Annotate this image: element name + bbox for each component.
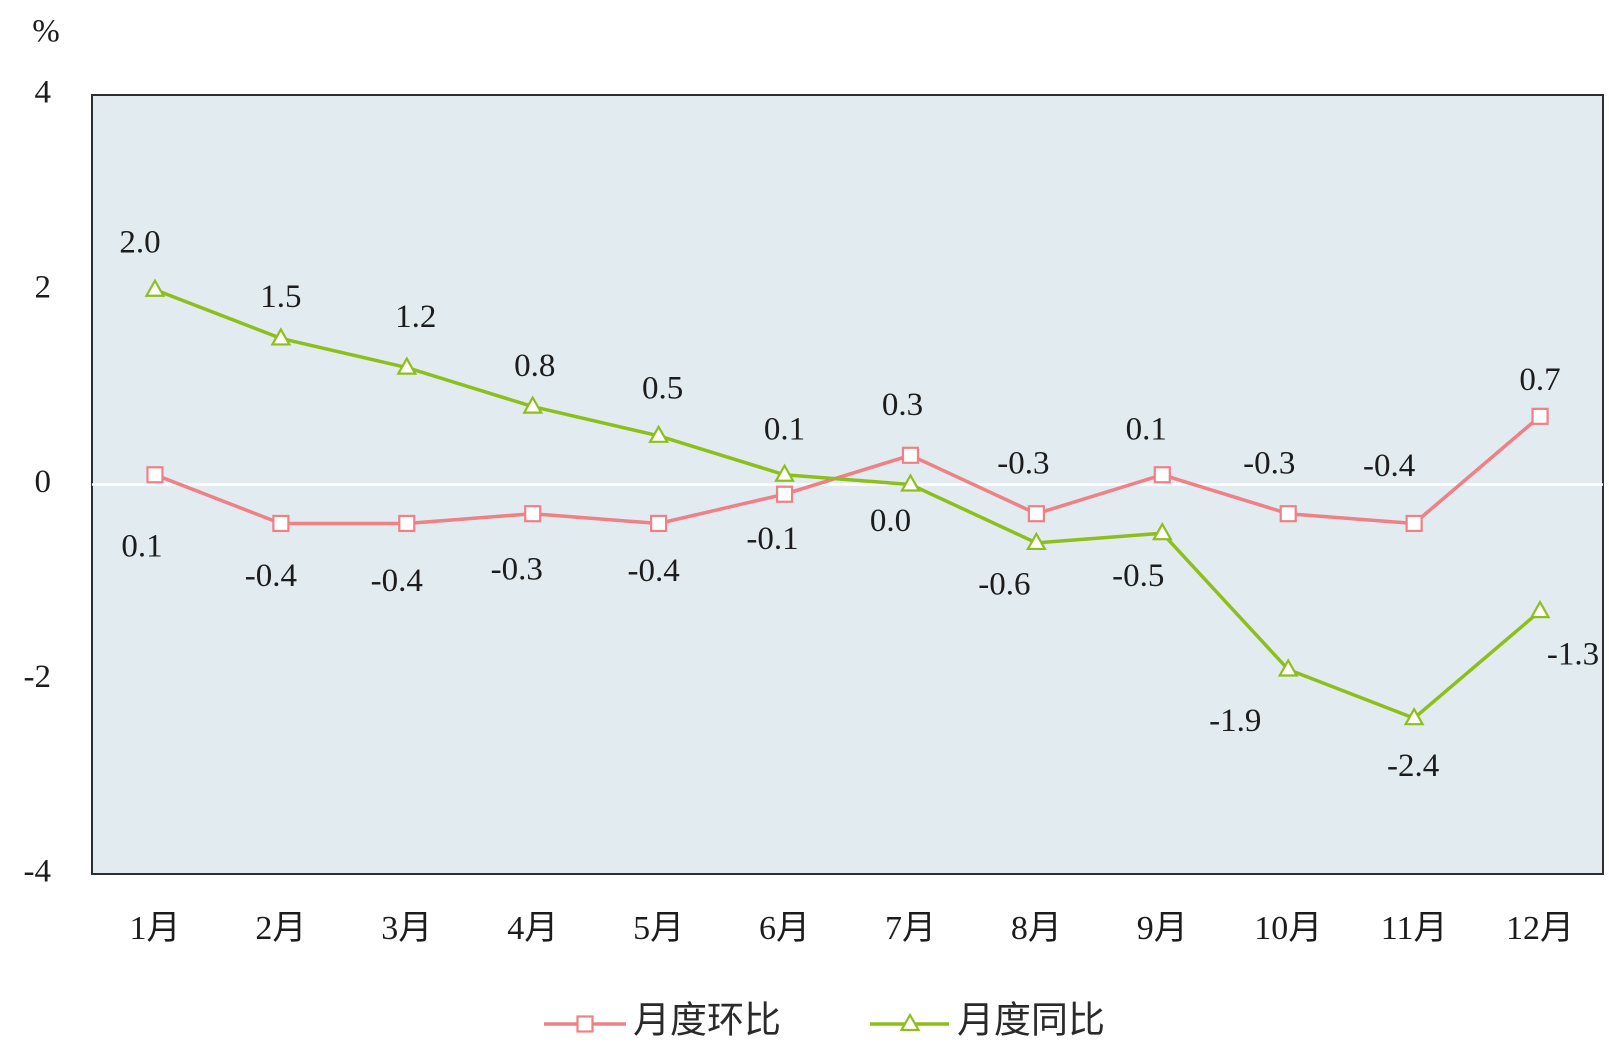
legend: 月度环比 月度同比 — [544, 999, 1105, 1041]
month-on-month-point — [1153, 466, 1171, 484]
year-on-year-data-label: 1.2 — [395, 299, 436, 335]
year-on-year-data-label: 0.1 — [764, 411, 805, 447]
month-on-month-data-label: -0.4 — [628, 553, 680, 589]
x-category-label: 6月 — [759, 910, 810, 947]
data-labels: 0.1 -0.4 -0.4 -0.3 -0.4 -0.1 0.3 -0.3 0.1 -0.3 -0.… — [119, 224, 1599, 783]
month-on-month-data-label: -0.4 — [1363, 448, 1415, 484]
year-on-year-data-label: -1.3 — [1547, 637, 1599, 673]
month-on-month-data-label: 0.7 — [1519, 362, 1560, 398]
year-on-year-point — [648, 424, 670, 443]
y-tick-label: -4 — [24, 854, 52, 890]
legend-label-month-on-month: 月度环比 — [633, 999, 781, 1041]
month-on-month-data-label: -0.3 — [1243, 445, 1295, 481]
month-on-month-data-label: -0.4 — [245, 558, 297, 594]
month-on-month-point — [524, 505, 542, 523]
month-on-month-line — [154, 414, 1542, 526]
x-category-label: 10月 — [1254, 910, 1322, 947]
x-category-label: 12月 — [1506, 910, 1574, 947]
month-on-month-point — [398, 514, 416, 533]
month-on-month-data-label: -0.3 — [491, 551, 543, 587]
year-on-year-point — [1529, 599, 1551, 619]
month-on-month-point — [146, 466, 164, 484]
x-category-label: 11月 — [1381, 910, 1448, 947]
x-category-label: 9月 — [1137, 910, 1188, 947]
month-on-month-point — [1279, 505, 1297, 523]
year-on-year-data-label: 2.0 — [119, 224, 160, 260]
x-category-label: 8月 — [1011, 910, 1062, 947]
year-on-year-data-label: -0.5 — [1112, 558, 1164, 594]
x-category-label: 7月 — [885, 910, 936, 947]
y-tick-label: -2 — [24, 659, 52, 695]
x-category-label: 1月 — [129, 910, 180, 947]
year-on-year-line — [154, 288, 1542, 720]
y-tick-label: 2 — [35, 269, 52, 305]
year-on-year-point — [1151, 521, 1173, 541]
x-axis-category-labels: 1月 2月 3月 4月 5月 6月 7月 8月 9月 10月 11月 12月 — [129, 910, 1574, 947]
series-layer — [144, 278, 1551, 726]
month-on-month-point — [901, 446, 920, 464]
legend-item-year-on-year: 月度同比 — [870, 999, 1105, 1041]
year-on-year-data-label: 0.8 — [514, 348, 555, 384]
month-on-month-point — [1531, 407, 1549, 425]
x-category-label: 3月 — [381, 910, 432, 947]
year-on-year-point — [900, 473, 921, 492]
year-on-year-point — [1403, 706, 1425, 726]
legend-square-marker — [576, 1015, 594, 1033]
x-category-label: 2月 — [255, 910, 306, 947]
y-axis-tick-labels: 4 2 0 -2 -4 — [24, 75, 52, 890]
year-on-year-point — [774, 463, 795, 482]
month-on-month-data-label: 0.3 — [882, 387, 923, 423]
year-on-year-point — [270, 327, 292, 346]
year-on-year-data-label: 0.0 — [870, 503, 911, 539]
year-on-year-data-label: -2.4 — [1387, 748, 1439, 784]
year-on-year-data-label: 0.5 — [642, 370, 683, 406]
month-on-month-point — [775, 485, 794, 503]
month-on-month-data-label: 0.1 — [1126, 411, 1167, 447]
month-on-month-point — [650, 514, 668, 533]
y-tick-label: 0 — [35, 464, 52, 500]
year-on-year-data-label: -1.9 — [1209, 703, 1261, 739]
month-on-month-point — [1027, 505, 1045, 523]
year-on-year-point — [1025, 531, 1047, 551]
year-on-year-point — [396, 356, 418, 375]
month-on-month-point — [272, 514, 290, 533]
legend-triangle-marker — [899, 1012, 921, 1032]
year-on-year-point — [144, 278, 166, 297]
x-category-label: 5月 — [633, 910, 684, 947]
month-on-month-data-label: 0.1 — [121, 528, 162, 564]
legend-label-year-on-year: 月度同比 — [957, 999, 1105, 1041]
x-category-label: 4月 — [507, 910, 558, 947]
month-on-month-data-label: -0.3 — [997, 445, 1049, 481]
y-tick-label: 4 — [35, 75, 52, 111]
y-axis-unit-label: % — [32, 14, 60, 50]
month-on-month-point — [1405, 514, 1423, 533]
year-on-year-point — [522, 395, 544, 414]
month-on-month-data-label: -0.4 — [371, 563, 423, 599]
legend-item-month-on-month: 月度环比 — [544, 999, 781, 1041]
year-on-year-data-label: -0.6 — [978, 567, 1030, 603]
year-on-year-data-label: 1.5 — [260, 279, 301, 315]
year-on-year-point — [1277, 658, 1299, 677]
month-on-month-data-label: -0.1 — [746, 521, 798, 557]
